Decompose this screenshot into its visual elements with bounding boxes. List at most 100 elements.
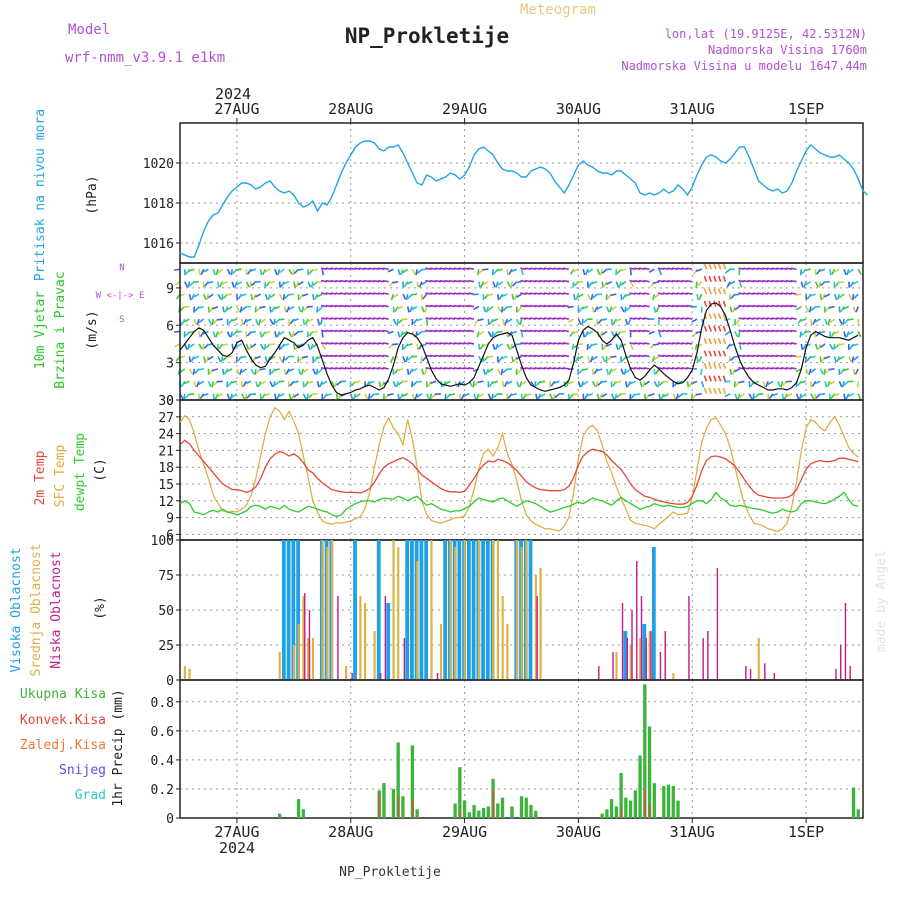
wind-arrow (291, 331, 295, 338)
wind-arrow (838, 318, 843, 325)
wind-arrow (648, 268, 655, 273)
wind-tick-label: 3 (166, 357, 174, 372)
wind-arrow (781, 292, 788, 295)
wind-arrow (824, 293, 831, 298)
konvek-precip-bar (411, 799, 414, 818)
wind-arrow (354, 380, 361, 384)
wind-arrow (548, 292, 555, 295)
wind-arrow (368, 292, 375, 295)
wind-arrow (572, 330, 579, 335)
wind-arrow (519, 318, 523, 326)
wind-arrow (610, 355, 617, 358)
wind-arrow (264, 330, 271, 335)
wind-arrow (797, 318, 802, 325)
wind-arrow (618, 281, 622, 288)
wind-arrow (667, 292, 674, 295)
wind-arrow (513, 293, 518, 301)
wind-arrow (624, 355, 631, 359)
wind-arrow (819, 368, 824, 375)
wind-arrow (553, 317, 560, 320)
wind-arrow (390, 293, 395, 301)
wind-arrow (648, 393, 655, 397)
wind-arrow (849, 281, 855, 288)
day-tick-label-bottom: 28AUG (328, 823, 373, 841)
wind-arrow (358, 329, 366, 333)
wind-arrow (430, 279, 437, 283)
wind-arrow (806, 293, 812, 300)
wind-arrow (724, 380, 731, 383)
wind-arrow (454, 381, 458, 388)
wind-arrow (537, 393, 542, 400)
wind-arrow (848, 356, 852, 363)
wind-arrow (288, 305, 295, 311)
wind-arrow (681, 329, 688, 333)
wind-arrow (621, 293, 627, 300)
wind-arrow (444, 292, 451, 295)
wind-arrow (757, 354, 764, 358)
wind-arrow (479, 343, 485, 350)
wind-arrow (257, 381, 262, 388)
wind-compass-s: S (119, 315, 124, 325)
precip-label-5: Grad (75, 788, 106, 803)
wind-arrow (771, 304, 778, 308)
wind-arrow (463, 367, 470, 370)
wind-arrow (430, 329, 437, 333)
wind-arrow (524, 354, 532, 358)
wind-arrow (738, 343, 742, 350)
mid-cloud-bar (501, 596, 504, 680)
wind-arrow (810, 381, 813, 388)
wind-arrow (619, 330, 626, 334)
wind-arrow (615, 281, 620, 288)
wind-arrow (757, 342, 764, 345)
wind-arrow (667, 279, 674, 283)
wind-arrow (363, 292, 370, 295)
wind-arrow (430, 292, 437, 295)
wind-arrow (828, 380, 835, 386)
wind-arrow (335, 292, 342, 295)
wind-arrow (377, 329, 385, 333)
wind-arrow (771, 367, 778, 370)
wind-arrow (549, 393, 554, 400)
wind-arrow (615, 318, 622, 322)
wind-label-2: Brzina i Pravac (53, 271, 68, 388)
wind-arrow (790, 279, 797, 283)
total-precip-bar (410, 745, 415, 818)
wind-arrow (394, 306, 399, 313)
wind-arrow (335, 393, 339, 400)
wind-arrow (776, 267, 783, 271)
wind-arrow (624, 306, 627, 313)
wind-arrow (292, 318, 299, 322)
wind-arrow (558, 329, 565, 333)
wind-arrow (439, 292, 446, 295)
wind-arrow (444, 380, 451, 385)
wind-arrow (511, 293, 515, 301)
wind-arrow (250, 293, 254, 301)
wind-arrow (795, 368, 802, 373)
wind-arrow (439, 329, 446, 333)
wind-arrow (596, 268, 601, 276)
wind-arrow (781, 393, 785, 400)
wind-arrow (728, 356, 731, 363)
wind-arrow (498, 355, 504, 362)
wind-arrow (767, 380, 774, 386)
wind-arrow (638, 267, 645, 271)
wind-arrow (781, 342, 788, 345)
wind-arrow (771, 342, 778, 345)
wind-arrow (310, 343, 314, 350)
wind-arrow (587, 268, 594, 274)
wind-arrow (708, 263, 712, 270)
mid-cloud-bar (629, 645, 632, 680)
wind-arrow (382, 304, 389, 308)
wind-arrow (325, 367, 332, 370)
wind-arrow (181, 318, 186, 325)
wind-arrow (334, 381, 338, 388)
wind-arrow (808, 368, 812, 375)
wind-arrow (703, 338, 708, 345)
wind-arrow (358, 317, 366, 320)
wind-arrow (629, 267, 636, 271)
wind-arrow (629, 304, 636, 308)
low-cloud-bar (835, 668, 837, 680)
total-precip-bar (609, 799, 614, 818)
mid-cloud-bar (302, 596, 305, 680)
wind-arrow (814, 281, 819, 288)
